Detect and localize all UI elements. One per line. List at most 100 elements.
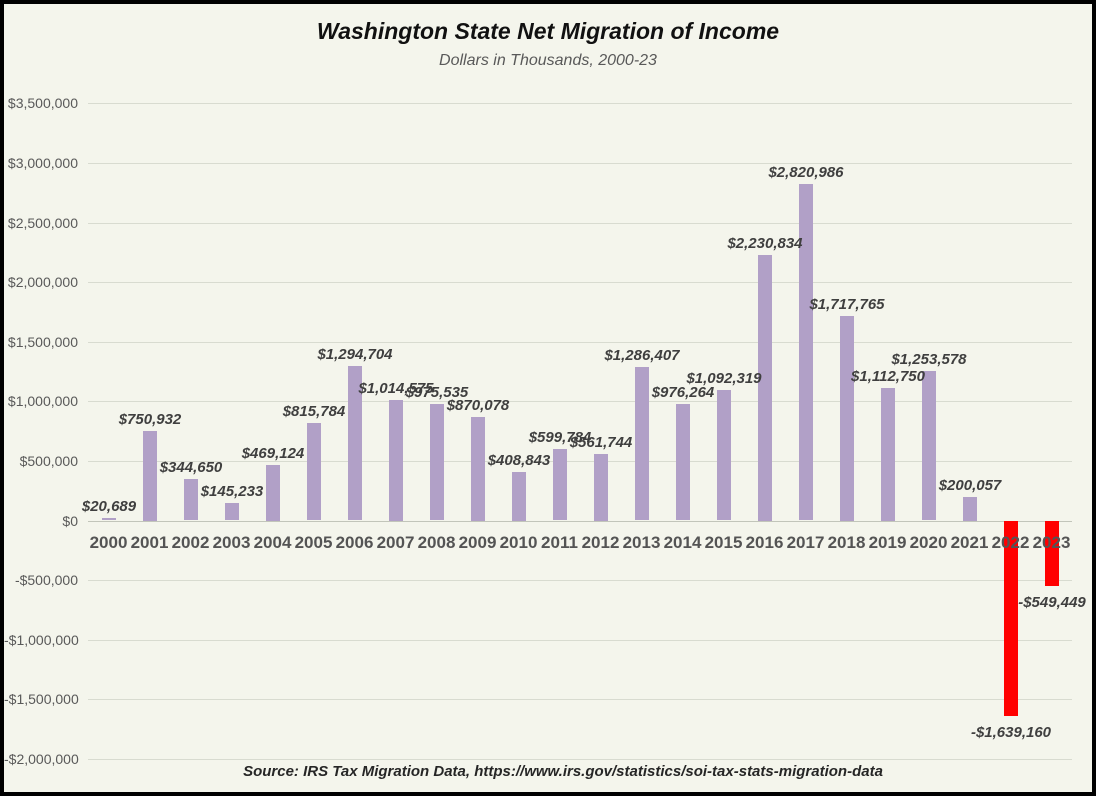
- x-tick-label-2009: 2009: [458, 533, 497, 552]
- x-tick-label-2021: 2021: [950, 533, 989, 552]
- bar-2019: [881, 388, 895, 521]
- x-tick-label-2018: 2018: [827, 533, 866, 552]
- x-tick-label-2003: 2003: [212, 533, 251, 552]
- data-label-2002: $344,650: [159, 459, 223, 476]
- gridline: [88, 342, 1072, 343]
- x-tick-label-2019: 2019: [868, 533, 907, 552]
- gridline: [88, 640, 1072, 641]
- y-tick-label: $0: [62, 513, 78, 529]
- x-tick-label-2013: 2013: [622, 533, 661, 552]
- bar-2007: [389, 400, 403, 521]
- x-tick-label-2004: 2004: [253, 533, 292, 552]
- x-tick-label-2006: 2006: [335, 533, 374, 552]
- x-tick-label-2012: 2012: [581, 533, 620, 552]
- bar-2002: [184, 479, 198, 520]
- x-tick-label-2001: 2001: [130, 533, 169, 552]
- bar-2011: [553, 449, 567, 520]
- y-tick-label: -$500,000: [14, 572, 78, 588]
- x-tick-label-2005: 2005: [294, 533, 333, 552]
- gridline: [88, 163, 1072, 164]
- bar-2023: [1045, 521, 1059, 586]
- data-label-2012: $561,744: [569, 434, 633, 451]
- y-tick-label: -$1,000,000: [4, 632, 79, 648]
- chart-title: Washington State Net Migration of Income: [316, 18, 780, 44]
- bar-2004: [266, 465, 280, 521]
- bar-2017: [799, 184, 813, 520]
- data-label-2013: $1,286,407: [604, 347, 680, 364]
- gridline: [88, 699, 1072, 700]
- bar-2001: [143, 431, 157, 521]
- data-label-2014: $976,264: [651, 384, 715, 401]
- source-note: Source: IRS Tax Migration Data, https://…: [243, 763, 883, 780]
- data-label-2005: $815,784: [282, 403, 346, 420]
- y-tick-label: $3,000,000: [7, 155, 78, 171]
- gridline: [88, 103, 1072, 104]
- bar-2009: [471, 417, 485, 521]
- x-tick-label-2016: 2016: [745, 533, 784, 552]
- bar-2021: [963, 497, 977, 521]
- x-tick-label-2015: 2015: [704, 533, 743, 552]
- bar-2006: [348, 366, 362, 520]
- data-label-2020: $1,253,578: [891, 351, 967, 368]
- data-label-2022: -$1,639,160: [970, 724, 1052, 741]
- bar-2015: [717, 390, 731, 520]
- gridline: [88, 580, 1072, 581]
- data-label-2015: $1,092,319: [686, 370, 762, 387]
- x-tick-label-2020: 2020: [909, 533, 948, 552]
- bar-2005: [307, 423, 321, 520]
- chart-subtitle: Dollars in Thousands, 2000-23: [439, 52, 657, 69]
- y-tick-label: $3,500,000: [7, 95, 78, 111]
- data-label-2007: $1,014,575: [358, 380, 434, 397]
- data-label-2003: $145,233: [200, 483, 264, 500]
- data-label-2019: $1,112,750: [851, 368, 925, 385]
- zero-axis-line: [88, 521, 1072, 522]
- gridline: [88, 759, 1072, 760]
- data-label-2010: $408,843: [487, 452, 551, 469]
- y-tick-label: -$2,000,000: [4, 751, 79, 767]
- x-tick-label-2007: 2007: [376, 533, 415, 552]
- x-tick-label-2022: 2022: [991, 533, 1030, 552]
- x-tick-label-2010: 2010: [499, 533, 538, 552]
- data-label-2017: $2,820,986: [768, 164, 844, 181]
- data-label-2021: $200,057: [938, 477, 1002, 494]
- gridline: [88, 282, 1072, 283]
- bar-2000: [102, 518, 116, 520]
- bar-2016: [758, 255, 772, 521]
- bar-2020: [922, 371, 936, 520]
- bar-2018: [840, 316, 854, 521]
- x-tick-label-2011: 2011: [541, 533, 578, 552]
- data-label-2006: $1,294,704: [317, 346, 393, 363]
- data-label-2009: $870,078: [446, 397, 510, 414]
- y-tick-label: $2,000,000: [7, 274, 78, 290]
- gridline: [88, 401, 1072, 402]
- bar-2010: [512, 472, 526, 521]
- x-tick-label-2014: 2014: [663, 533, 702, 552]
- x-tick-label-2000: 2000: [89, 533, 128, 552]
- x-tick-label-2008: 2008: [417, 533, 456, 552]
- data-label-2001: $750,932: [118, 411, 182, 428]
- y-tick-label: $500,000: [19, 453, 78, 469]
- y-tick-label: $1,000,000: [7, 393, 78, 409]
- data-label-2016: $2,230,834: [727, 235, 803, 252]
- bar-2014: [676, 404, 690, 520]
- x-tick-label-2023: 2023: [1032, 533, 1071, 552]
- data-label-2011: $599,784: [528, 429, 592, 446]
- y-tick-label: -$1,500,000: [4, 691, 79, 707]
- y-tick-label: $1,500,000: [7, 334, 78, 350]
- data-label-2018: $1,717,765: [809, 296, 885, 313]
- x-tick-label-2017: 2017: [786, 533, 825, 552]
- data-label-2000: $20,689: [81, 498, 137, 515]
- bar-2008: [430, 404, 444, 520]
- y-tick-label: $2,500,000: [7, 215, 78, 231]
- gridline: [88, 223, 1072, 224]
- bar-2013: [635, 367, 649, 520]
- x-tick-label-2002: 2002: [171, 533, 210, 552]
- gridline: [88, 461, 1072, 462]
- data-label-2008: $975,535: [405, 384, 469, 401]
- data-label-2004: $469,124: [241, 445, 305, 462]
- data-label-2023: -$549,449: [1018, 594, 1086, 611]
- bar-2022: [1004, 521, 1018, 716]
- bar-2012: [594, 454, 608, 521]
- bar-2003: [225, 503, 239, 520]
